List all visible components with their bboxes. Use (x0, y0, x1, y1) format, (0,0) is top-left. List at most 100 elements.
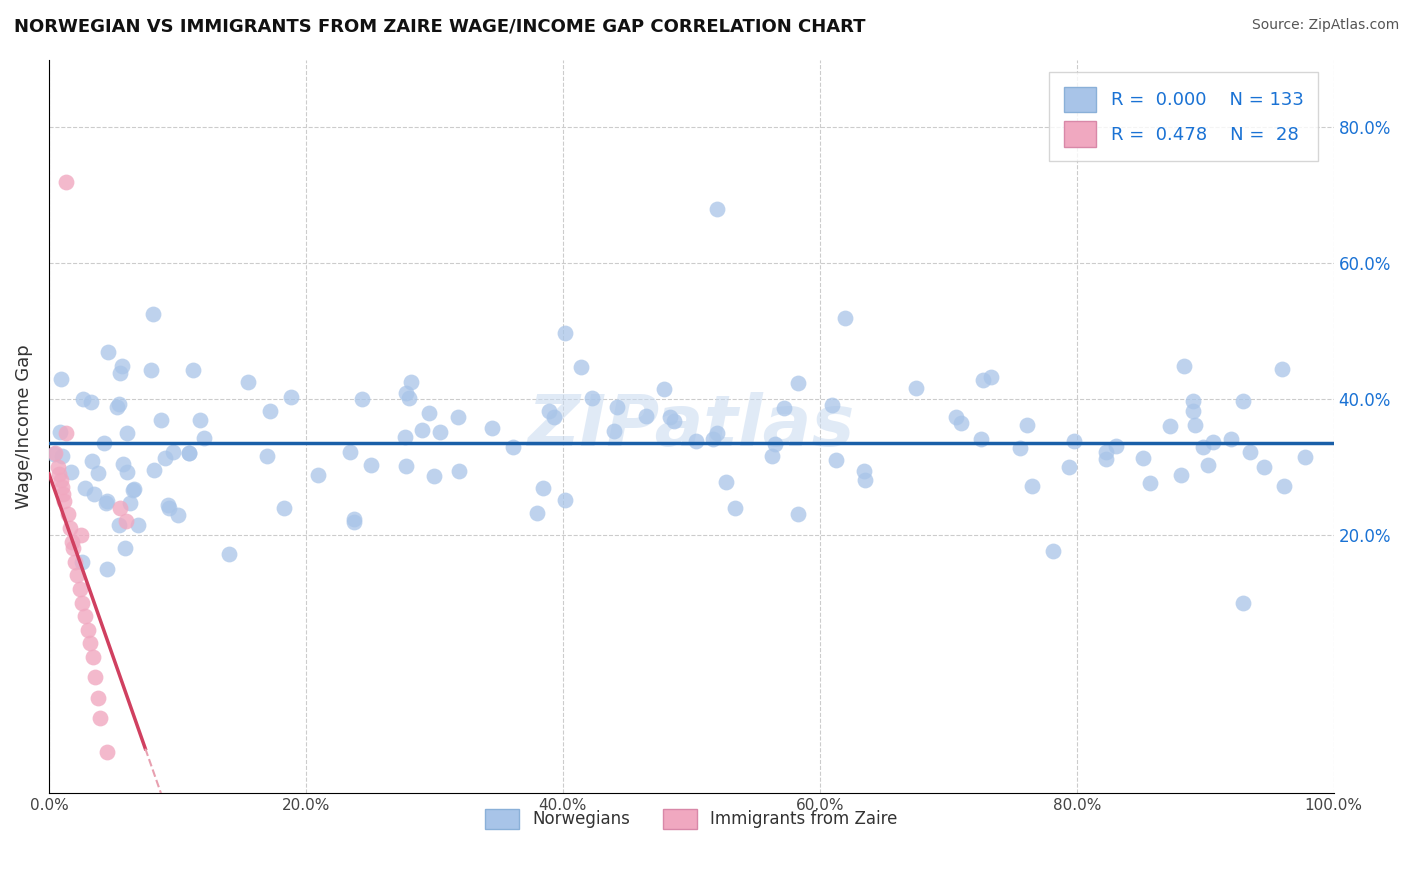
Point (55, 425, 77, 440)
Point (58, 508, 80, 522)
Point (193, 431, 215, 445)
Point (543, 409, 565, 424)
Point (97, 345, 120, 359)
Point (76, 623, 98, 637)
Point (411, 423, 433, 437)
Point (706, 202, 728, 216)
Point (218, 547, 240, 561)
Point (82, 454, 104, 468)
Point (70, 555, 93, 569)
Point (87, 690, 110, 705)
Point (821, 398, 844, 412)
Point (70, 527, 93, 541)
Point (108, 518, 131, 533)
Point (394, 430, 416, 444)
Point (110, 366, 132, 380)
Point (1239, 444, 1261, 458)
Point (105, 400, 128, 414)
Point (395, 386, 418, 401)
Point (273, 500, 295, 515)
Point (972, 373, 994, 387)
Point (93, 436, 115, 450)
Point (1139, 475, 1161, 490)
Point (702, 432, 724, 446)
Point (395, 459, 418, 474)
Point (1015, 417, 1038, 432)
Point (238, 375, 260, 389)
Point (53, 493, 76, 508)
Point (398, 391, 420, 405)
Point (418, 406, 440, 420)
Point (49, 425, 72, 439)
Point (139, 362, 162, 376)
Point (905, 381, 928, 395)
Point (120, 496, 142, 510)
Point (1181, 404, 1204, 418)
Point (108, 500, 131, 515)
Point (256, 450, 278, 464)
Point (280, 390, 302, 404)
Text: Source: ZipAtlas.com: Source: ZipAtlas.com (1251, 18, 1399, 32)
Point (96, 493, 118, 508)
Point (834, 310, 856, 325)
Point (73, 609, 96, 624)
Point (1132, 451, 1154, 466)
Point (111, 359, 134, 373)
Point (162, 444, 184, 458)
Point (115, 514, 138, 528)
Point (1232, 596, 1254, 610)
Point (343, 512, 366, 526)
Point (108, 397, 131, 411)
Legend: Norwegians, Immigrants from Zaire: Norwegians, Immigrants from Zaire (478, 802, 904, 836)
Point (603, 424, 626, 438)
Point (127, 518, 149, 533)
Point (429, 425, 451, 439)
Point (58, 521, 80, 535)
Point (121, 483, 143, 497)
Point (658, 409, 681, 424)
Point (554, 326, 576, 341)
Point (1105, 439, 1128, 453)
Point (1063, 434, 1085, 448)
Point (1184, 417, 1206, 432)
Point (634, 409, 657, 423)
Point (179, 445, 201, 459)
Point (526, 506, 548, 520)
Point (96, 562, 118, 576)
Point (181, 363, 204, 377)
Point (852, 464, 875, 478)
Point (339, 445, 361, 459)
Point (1271, 361, 1294, 376)
Point (48, 467, 70, 481)
Point (855, 473, 877, 487)
Point (66, 568, 89, 582)
Y-axis label: Wage/Income Gap: Wage/Income Gap (15, 343, 32, 508)
Point (79, 636, 101, 650)
Point (44, 446, 66, 460)
Point (481, 421, 503, 435)
Point (167, 508, 190, 522)
Point (716, 475, 738, 489)
Point (51, 371, 73, 385)
Point (664, 414, 686, 428)
Point (1021, 479, 1043, 493)
Point (46, 459, 69, 474)
Point (1173, 359, 1195, 374)
Point (786, 376, 808, 390)
Point (1170, 467, 1192, 482)
Point (401, 375, 423, 389)
Text: ZIPatlas: ZIPatlas (527, 392, 855, 460)
Point (159, 501, 181, 516)
Point (1181, 394, 1204, 409)
Point (55, 175, 77, 189)
Point (52, 487, 75, 501)
Point (84, 670, 107, 684)
Point (706, 425, 728, 440)
Point (60, 534, 83, 549)
Point (141, 307, 163, 321)
Point (114, 541, 136, 556)
Point (96, 745, 118, 759)
Point (422, 468, 444, 483)
Point (554, 493, 576, 508)
Point (115, 465, 138, 479)
